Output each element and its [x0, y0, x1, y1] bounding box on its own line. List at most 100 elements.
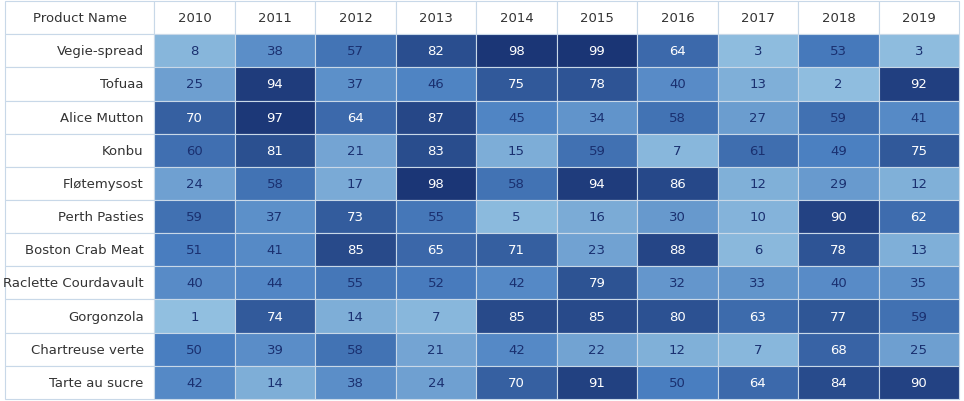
- Text: 12: 12: [749, 178, 766, 190]
- Bar: [637, 300, 717, 333]
- Text: 64: 64: [750, 376, 766, 389]
- Text: Tarte au sucre: Tarte au sucre: [49, 376, 144, 389]
- Text: 87: 87: [427, 111, 444, 124]
- Text: 58: 58: [508, 178, 525, 190]
- Bar: [154, 366, 234, 399]
- Text: 23: 23: [588, 244, 605, 257]
- Text: 16: 16: [588, 211, 605, 223]
- Text: 42: 42: [186, 376, 203, 389]
- Bar: [315, 267, 395, 300]
- Text: 41: 41: [266, 244, 283, 257]
- Text: 50: 50: [669, 376, 686, 389]
- Text: 98: 98: [508, 45, 524, 58]
- Bar: [395, 233, 476, 267]
- Bar: [315, 366, 395, 399]
- Text: 24: 24: [186, 178, 203, 190]
- Text: 12: 12: [910, 178, 927, 190]
- Bar: [557, 366, 637, 399]
- Bar: [717, 2, 798, 35]
- Bar: [476, 35, 557, 68]
- Bar: [315, 168, 395, 200]
- Text: 2017: 2017: [741, 12, 775, 25]
- Text: 2010: 2010: [177, 12, 211, 25]
- Bar: [717, 366, 798, 399]
- Text: 77: 77: [830, 310, 847, 323]
- Bar: [798, 200, 879, 233]
- Bar: [557, 168, 637, 200]
- Text: 17: 17: [347, 178, 364, 190]
- Bar: [395, 101, 476, 134]
- Bar: [557, 200, 637, 233]
- Text: 21: 21: [427, 343, 444, 356]
- Text: 39: 39: [266, 343, 283, 356]
- Text: 91: 91: [588, 376, 605, 389]
- Text: 7: 7: [754, 343, 763, 356]
- Bar: [798, 300, 879, 333]
- Bar: [798, 233, 879, 267]
- Bar: [395, 68, 476, 101]
- Bar: [234, 134, 315, 168]
- Bar: [717, 300, 798, 333]
- Text: 86: 86: [669, 178, 685, 190]
- Text: 42: 42: [508, 277, 525, 290]
- Text: 71: 71: [508, 244, 525, 257]
- Text: 25: 25: [186, 78, 203, 91]
- Text: 40: 40: [186, 277, 202, 290]
- Text: 55: 55: [427, 211, 444, 223]
- Text: 13: 13: [910, 244, 927, 257]
- Bar: [315, 134, 395, 168]
- Text: 90: 90: [830, 211, 846, 223]
- Text: 61: 61: [749, 144, 766, 157]
- Text: 2018: 2018: [821, 12, 855, 25]
- Text: Tofuaa: Tofuaa: [100, 78, 144, 91]
- Text: 3: 3: [754, 45, 763, 58]
- Text: 2012: 2012: [338, 12, 372, 25]
- Bar: [717, 233, 798, 267]
- Bar: [476, 168, 557, 200]
- Text: 59: 59: [830, 111, 847, 124]
- Bar: [637, 233, 717, 267]
- Text: 2013: 2013: [419, 12, 453, 25]
- Text: 13: 13: [749, 78, 766, 91]
- Bar: [637, 333, 717, 366]
- Text: Perth Pasties: Perth Pasties: [58, 211, 144, 223]
- Bar: [315, 200, 395, 233]
- Text: 38: 38: [266, 45, 283, 58]
- Text: 59: 59: [186, 211, 203, 223]
- Text: Boston Crab Meat: Boston Crab Meat: [25, 244, 144, 257]
- Text: 2015: 2015: [580, 12, 614, 25]
- Text: 68: 68: [830, 343, 846, 356]
- Text: 10: 10: [749, 211, 766, 223]
- Text: 29: 29: [830, 178, 847, 190]
- Bar: [5, 366, 154, 399]
- Bar: [5, 200, 154, 233]
- Text: 70: 70: [508, 376, 525, 389]
- Bar: [798, 366, 879, 399]
- Bar: [717, 68, 798, 101]
- Bar: [395, 134, 476, 168]
- Text: 85: 85: [347, 244, 364, 257]
- Text: Vegie-spread: Vegie-spread: [57, 45, 144, 58]
- Bar: [637, 168, 717, 200]
- Bar: [315, 35, 395, 68]
- Bar: [5, 233, 154, 267]
- Bar: [154, 168, 234, 200]
- Text: 88: 88: [669, 244, 685, 257]
- Bar: [5, 333, 154, 366]
- Bar: [476, 101, 557, 134]
- Text: 3: 3: [915, 45, 924, 58]
- Bar: [717, 267, 798, 300]
- Bar: [878, 200, 959, 233]
- Bar: [717, 168, 798, 200]
- Text: 14: 14: [266, 376, 283, 389]
- Bar: [557, 134, 637, 168]
- Text: 58: 58: [266, 178, 283, 190]
- Text: 60: 60: [186, 144, 202, 157]
- Text: 92: 92: [910, 78, 927, 91]
- Text: 7: 7: [673, 144, 682, 157]
- Bar: [234, 68, 315, 101]
- Bar: [395, 200, 476, 233]
- Bar: [5, 101, 154, 134]
- Text: 32: 32: [669, 277, 686, 290]
- Bar: [878, 35, 959, 68]
